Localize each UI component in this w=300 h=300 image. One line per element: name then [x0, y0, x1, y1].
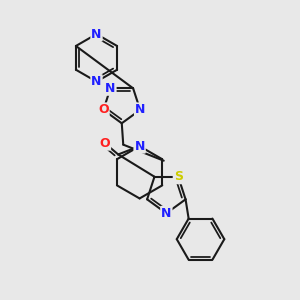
- Text: N: N: [135, 103, 145, 116]
- Text: N: N: [91, 75, 102, 88]
- Text: S: S: [174, 170, 183, 183]
- Text: N: N: [105, 82, 116, 95]
- Text: O: O: [98, 103, 109, 116]
- Text: N: N: [91, 28, 102, 40]
- Text: N: N: [161, 207, 172, 220]
- Text: O: O: [100, 137, 110, 150]
- Text: N: N: [134, 140, 145, 153]
